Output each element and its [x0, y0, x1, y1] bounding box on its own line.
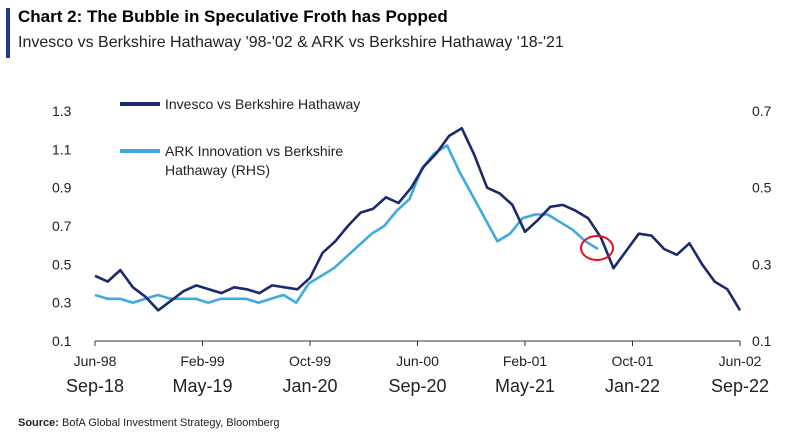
x-bottom-tick-label: Sep-22 — [711, 376, 769, 396]
x-top-tick-label: Jun-00 — [396, 353, 439, 369]
title-accent-bar — [6, 8, 10, 58]
source-note: Source: BofA Global Investment Strategy,… — [18, 417, 280, 429]
series-line — [94, 144, 599, 305]
left-tick-label: 0.1 — [52, 333, 72, 349]
x-bottom-tick-label: Jan-22 — [605, 376, 660, 396]
x-bottom-tick-label: Sep-20 — [388, 376, 446, 396]
x-top-tick-label: Jun-02 — [719, 353, 762, 369]
right-tick-label: 0.1 — [752, 333, 772, 349]
legend-label-ark-line2: Hathaway (RHS) — [165, 162, 270, 178]
left-tick-label: 0.3 — [52, 295, 72, 311]
x-bottom-tick-label: Sep-18 — [66, 376, 124, 396]
x-bottom-tick-label: Jan-20 — [282, 376, 337, 396]
right-tick-label: 0.3 — [752, 256, 772, 272]
left-tick-label: 1.3 — [52, 103, 72, 119]
legend-label-invesco: Invesco vs Berkshire Hathaway — [165, 96, 360, 112]
x-top-tick-label: Feb-99 — [180, 353, 225, 369]
x-top-tick-label: Oct-01 — [611, 353, 653, 369]
left-tick-label: 0.7 — [52, 218, 72, 234]
left-tick-label: 0.9 — [52, 180, 72, 196]
x-bottom-tick-label: May-19 — [172, 376, 232, 396]
right-tick-label: 0.5 — [752, 180, 772, 196]
chart-subtitle: Invesco vs Berkshire Hathaway '98-'02 & … — [18, 34, 564, 51]
left-tick-label: 1.1 — [52, 141, 72, 157]
x-top-tick-label: Oct-99 — [289, 353, 331, 369]
source-label: Source: — [18, 417, 59, 429]
left-tick-label: 0.5 — [52, 256, 72, 272]
x-bottom-tick-label: May-21 — [495, 376, 555, 396]
chart-title: Chart 2: The Bubble in Speculative Froth… — [18, 7, 448, 26]
x-top-tick-label: Feb-01 — [503, 353, 548, 369]
right-tick-label: 0.7 — [752, 103, 772, 119]
series-line — [94, 127, 742, 312]
annotation-circle — [580, 235, 614, 261]
source-text: BofA Global Investment Strategy, Bloombe… — [62, 417, 280, 429]
legend-label-ark-line1: ARK Innovation vs Berkshire — [165, 143, 343, 159]
x-top-tick-label: Jun-98 — [74, 353, 117, 369]
